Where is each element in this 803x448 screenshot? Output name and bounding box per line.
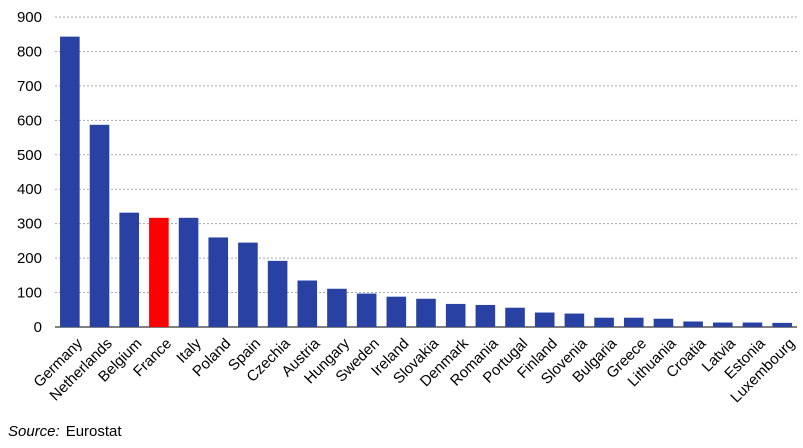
bar-ireland [386, 296, 407, 327]
bar-slovenia [564, 313, 585, 327]
bar-luxembourg [772, 322, 792, 327]
bar-sweden [356, 293, 377, 327]
bar-greece [623, 317, 644, 327]
y-tick-label: 600 [17, 112, 42, 129]
y-tick-label: 100 [17, 285, 42, 302]
source-value: Eurostat [65, 423, 122, 440]
y-tick-label: 300 [17, 216, 42, 233]
bar-lithuania [653, 318, 674, 327]
bar-romania [475, 304, 496, 327]
bar-portugal [505, 307, 525, 327]
source-note: Source: Eurostat [8, 423, 122, 440]
bar-poland [208, 237, 229, 327]
bar-estonia [742, 322, 763, 327]
y-tick-label: 700 [17, 78, 42, 95]
bar-czechia [267, 260, 288, 327]
y-axis: 0 100 200 300 400 500 600 700 800 900 [17, 9, 797, 336]
bars [60, 36, 792, 328]
bar-spain [238, 242, 258, 327]
y-tick-label: 200 [17, 250, 42, 267]
bar-denmark [445, 303, 466, 327]
bar-germany [60, 36, 80, 328]
bar-belgium [119, 212, 139, 327]
bar-chart: 0 100 200 300 400 500 600 700 800 900 GermanyNeth… [17, 9, 798, 406]
x-axis-labels: GermanyNetherlandsBelgiumFranceItalyPola… [30, 335, 798, 406]
y-tick-label: 500 [17, 147, 42, 164]
bar-slovakia [416, 298, 436, 327]
bar-croatia [683, 321, 703, 327]
y-tick-label: 900 [17, 9, 42, 26]
y-tick-label: 400 [17, 181, 42, 198]
bar-austria [297, 280, 318, 327]
bar-finland [534, 312, 555, 327]
source-label: Source: [8, 423, 60, 440]
y-tick-label: 800 [17, 43, 42, 60]
y-tick-label: 0 [34, 319, 42, 336]
bar-netherlands [89, 124, 110, 327]
bar-italy [178, 217, 199, 327]
bar-france [149, 217, 169, 327]
bar-latvia [713, 322, 733, 327]
bar-hungary [327, 288, 347, 327]
bar-bulgaria [594, 317, 614, 327]
